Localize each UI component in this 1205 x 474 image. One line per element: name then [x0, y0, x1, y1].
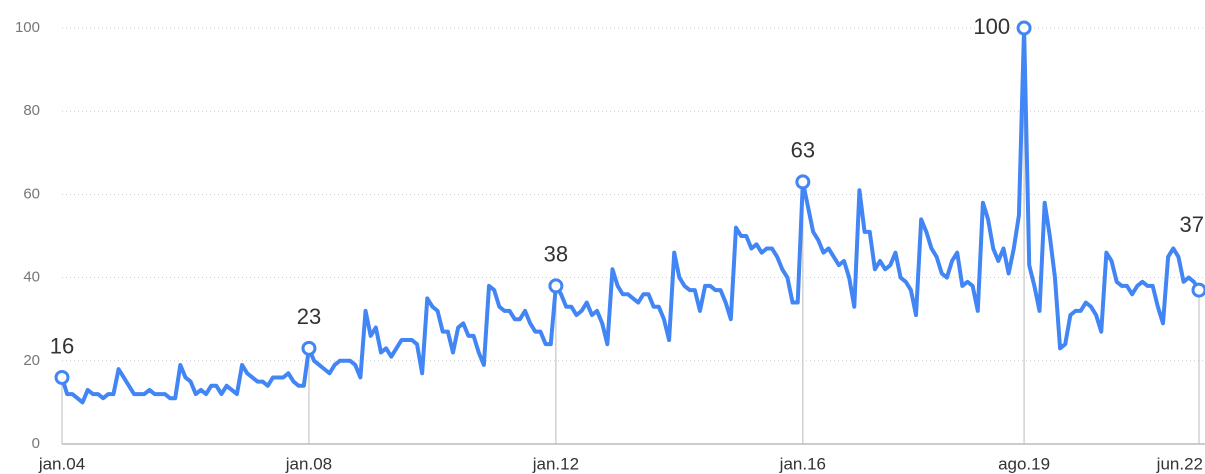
- highlight-point: [1191, 282, 1205, 298]
- value-label: 23: [297, 304, 321, 329]
- x-tick-label: jan.16: [779, 454, 826, 473]
- y-tick-label: 20: [23, 352, 40, 369]
- value-label: 100: [973, 14, 1010, 39]
- y-tick-label: 100: [15, 19, 40, 36]
- value-label: 63: [791, 138, 815, 163]
- y-tick-label: 40: [23, 269, 40, 286]
- value-label: 16: [50, 333, 74, 358]
- highlight-point: [54, 369, 70, 385]
- highlight-point: [795, 174, 811, 190]
- highlight-point: [1016, 20, 1032, 36]
- x-tick-label: jan.12: [532, 454, 579, 473]
- x-tick-label: jun.22: [1156, 454, 1203, 473]
- x-tick-label: ago.19: [998, 454, 1050, 473]
- x-tick-label: jan.08: [285, 454, 332, 473]
- y-tick-label: 60: [23, 185, 40, 202]
- data-line: [60, 26, 1201, 405]
- value-label: 38: [544, 242, 568, 267]
- value-label: 37: [1180, 212, 1204, 237]
- highlight-point: [301, 340, 317, 356]
- highlight-point: [548, 278, 564, 294]
- y-tick-label: 80: [23, 102, 40, 119]
- x-tick-label: jan.04: [38, 454, 85, 473]
- y-tick-label: 0: [32, 435, 40, 452]
